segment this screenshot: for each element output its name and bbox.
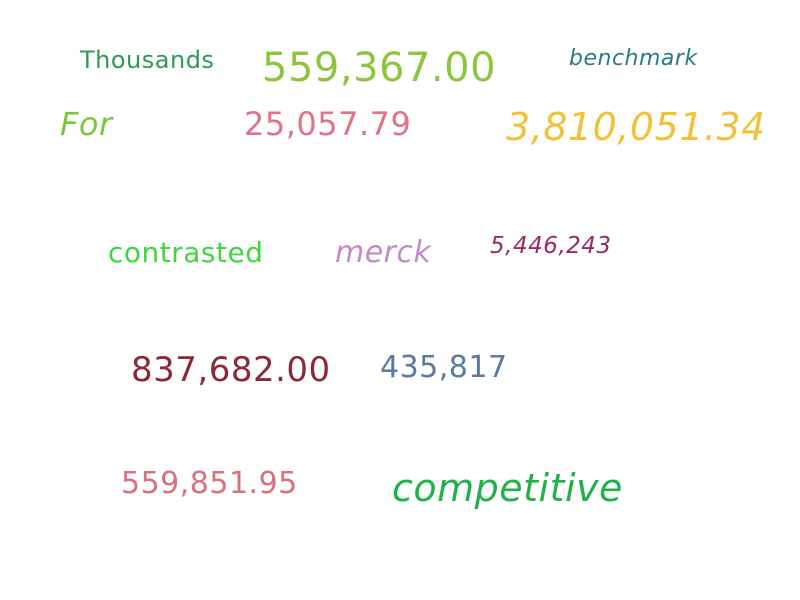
number-5446243: 5,446,243: [490, 233, 612, 259]
word-competitive: competitive: [392, 466, 623, 510]
word-benchmark: benchmark: [569, 46, 698, 71]
number-25057: 25,057.79: [244, 105, 412, 143]
word-contrasted: contrasted: [108, 236, 264, 269]
word-thousands: Thousands: [80, 46, 215, 74]
number-3810051: 3,810,051.34: [506, 105, 766, 149]
number-837682: 837,682.00: [131, 350, 331, 390]
word-merck: merck: [335, 235, 432, 270]
number-435817: 435,817: [380, 350, 508, 385]
number-559367: 559,367.00: [262, 45, 497, 91]
word-for: For: [60, 105, 113, 143]
number-559851: 559,851.95: [121, 466, 298, 501]
